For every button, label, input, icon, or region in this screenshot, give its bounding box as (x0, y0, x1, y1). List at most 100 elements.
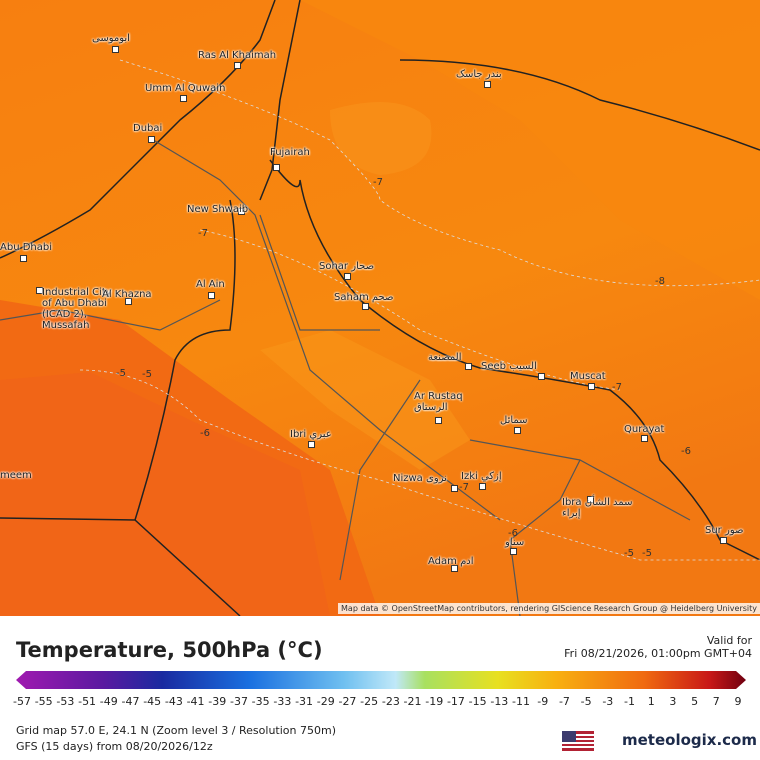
city-marker (180, 95, 187, 102)
city-label: Qurayat (624, 424, 665, 435)
contour-label: -5 (624, 548, 634, 559)
scale-tick-label: -53 (56, 695, 75, 708)
color-scale (16, 671, 746, 689)
city-label: Umm Al Quwain (145, 83, 226, 94)
scale-tick-label: -15 (468, 695, 487, 708)
attribution: Map data © OpenStreetMap contributors, r… (338, 603, 760, 614)
city-label: Nizwa نزوى (393, 473, 447, 484)
city-label: Dubai (133, 123, 163, 134)
city-label: Ibra سمد الشأن إبراء (562, 497, 633, 519)
scale-tick-label: -5 (580, 695, 592, 708)
scale-tick-label: -39 (208, 695, 227, 708)
city-label: Fujairah (270, 147, 310, 158)
scale-tick-label: 1 (647, 695, 655, 708)
city-marker (451, 565, 458, 572)
legend-title: Temperature, 500hPa (°C) (16, 638, 323, 662)
city-label: Industrial City of Abu Dhabi (ICAD 2), M… (42, 287, 112, 331)
city-label: المصنعة (428, 352, 462, 363)
contour-label: -6 (200, 428, 210, 439)
contour-label: -7 (459, 482, 469, 493)
scale-tick-label: 3 (669, 695, 677, 708)
brand[interactable]: meteologix.com (622, 731, 757, 749)
contour-label: -5 (116, 368, 126, 379)
valid-time: Valid for Fri 08/21/2026, 01:00pm GMT+04 (564, 634, 752, 660)
city-marker (208, 292, 215, 299)
city-label: meem (0, 470, 32, 481)
scale-tick-label: 5 (691, 695, 699, 708)
city-marker (587, 496, 594, 503)
city-marker (125, 298, 132, 305)
city-label: ابوموسى (92, 33, 130, 44)
scale-tick-label: -51 (78, 695, 97, 708)
scale-tick-label: -17 (446, 695, 465, 708)
city-marker (465, 363, 472, 370)
city-label: Ras Al Khaimah (198, 50, 277, 61)
contour-label: -5 (642, 548, 652, 559)
scale-tick-label: -35 (251, 695, 270, 708)
city-label: Ibri عبري (290, 429, 332, 440)
contour-label: -7 (198, 228, 208, 239)
scale-tick-label: -3 (602, 695, 614, 708)
model-info: GFS (15 days) from 08/20/2026/12z (16, 740, 213, 753)
city-marker (234, 62, 241, 69)
city-marker (36, 287, 43, 294)
city-marker (479, 483, 486, 490)
scale-tick-label: -43 (164, 695, 183, 708)
city-marker (435, 417, 442, 424)
scale-tick-label: -21 (403, 695, 422, 708)
scale-tick-label: -57 (13, 695, 31, 708)
valid-time-text: Fri 08/21/2026, 01:00pm GMT+04 (564, 647, 752, 660)
contour-label: -6 (508, 528, 518, 539)
city-marker (112, 46, 119, 53)
city-label: سناو (505, 537, 525, 548)
city-label: بندر جاسک (456, 69, 502, 80)
scale-tick-label: -31 (295, 695, 314, 708)
city-marker (641, 435, 648, 442)
scale-tick-label: -11 (512, 695, 530, 708)
city-marker (538, 373, 545, 380)
scale-tick-label: -33 (273, 695, 292, 708)
scale-tick-label: -23 (381, 695, 400, 708)
valid-label: Valid for (706, 634, 752, 647)
city-marker (308, 441, 315, 448)
city-marker (344, 273, 351, 280)
city-marker (720, 537, 727, 544)
city-label: Adam ادم (428, 556, 474, 567)
contour-label: -7 (373, 177, 383, 188)
city-marker (510, 548, 517, 555)
city-marker (273, 164, 280, 171)
city-marker (451, 485, 458, 492)
city-label: Ar Rustaq الرستاق (414, 391, 463, 413)
city-marker (20, 255, 27, 262)
scale-tick-label: -55 (34, 695, 53, 708)
scale-tick-label: -37 (229, 695, 248, 708)
city-label: Seeb السيب (481, 361, 537, 372)
grid-info: Grid map 57.0 E, 24.1 N (Zoom level 3 / … (16, 724, 336, 737)
contour-label: -8 (655, 276, 665, 287)
scale-tick-label: -19 (425, 695, 444, 708)
city-label: Muscat (570, 371, 606, 382)
scale-tick-label: 7 (712, 695, 720, 708)
city-label: Izki إزكي (461, 471, 502, 482)
scale-tick-label: -7 (558, 695, 570, 708)
scale-tick-label: 9 (734, 695, 742, 708)
contour-label: -5 (142, 369, 152, 380)
scale-tick-label: -45 (143, 695, 162, 708)
scale-tick-label: -9 (537, 695, 549, 708)
map (0, 0, 760, 616)
city-label: Saham صحم (334, 292, 394, 303)
city-label: Sohar صحار (319, 261, 375, 272)
city-label: سمائل (500, 415, 528, 426)
contour-label: -7 (612, 382, 622, 393)
scale-tick-label: -1 (624, 695, 635, 708)
city-marker (588, 383, 595, 390)
flag-icon[interactable] (562, 731, 594, 751)
scale-tick-label: -25 (360, 695, 379, 708)
scale-tick-label: -47 (121, 695, 140, 708)
city-label: Sur صور (705, 525, 744, 536)
scale-tick-label: -27 (338, 695, 357, 708)
city-marker (362, 303, 369, 310)
city-marker (148, 136, 155, 143)
city-marker (238, 208, 245, 215)
